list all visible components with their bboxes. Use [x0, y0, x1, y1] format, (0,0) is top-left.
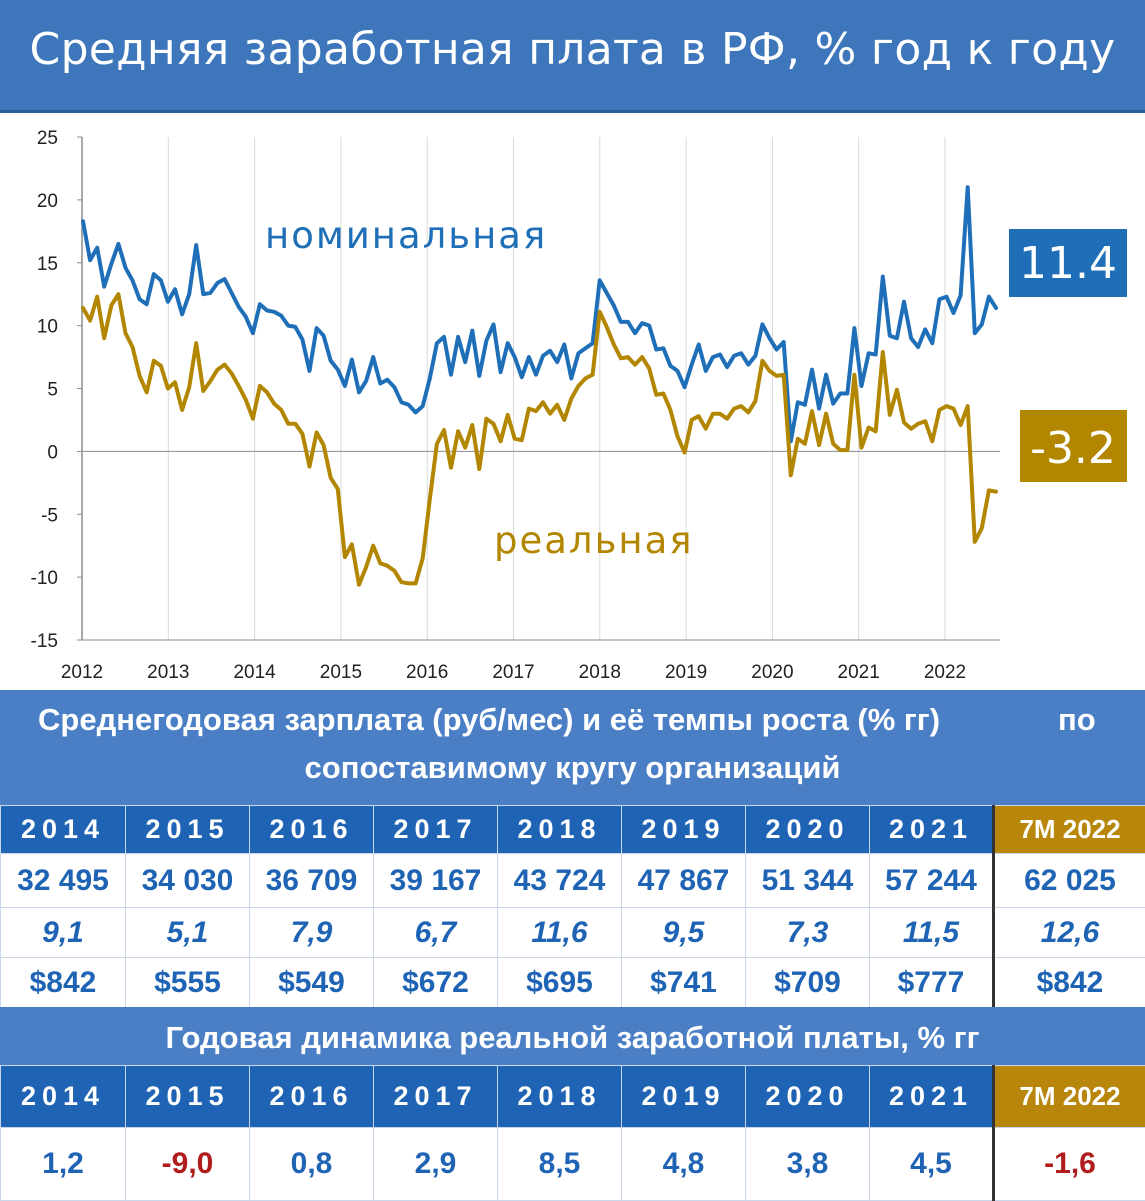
- real-wage-cell: -9,0: [126, 1128, 250, 1201]
- x-tick-label: 2014: [233, 662, 276, 683]
- y-tick-label: 5: [47, 380, 58, 401]
- wage-rub-cell: 34 030: [126, 854, 250, 908]
- series-label-real: реальная: [494, 519, 694, 562]
- table1-heading-tail: по: [1058, 702, 1096, 738]
- year-header-cell: 2018: [498, 1066, 622, 1128]
- wage-rub-cell: 62 025: [994, 854, 1145, 908]
- y-tick-label: -5: [41, 505, 58, 526]
- y-tick-label: 25: [37, 128, 58, 149]
- y-tick-label: 15: [37, 254, 58, 275]
- year-header-cell: 2018: [498, 806, 622, 854]
- x-tick-label: 2021: [838, 662, 880, 683]
- wage-usd-cell: $709: [746, 958, 870, 1008]
- x-tick-label: 2018: [579, 662, 621, 683]
- wage-usd-cell: $777: [870, 958, 994, 1008]
- wage-table-usd-row: $842$555$549$672$695$741$709$777$842: [1, 958, 1145, 1008]
- wage-growth-cell: 11,5: [870, 908, 994, 958]
- year-header-cell: 2014: [1, 1066, 126, 1128]
- real-wage-cell: 1,2: [1, 1128, 126, 1201]
- year-header-cell: 2016: [250, 806, 374, 854]
- wage-usd-cell: $741: [622, 958, 746, 1008]
- year-header-cell: 2016: [250, 1066, 374, 1128]
- y-tick-label: 10: [37, 317, 58, 338]
- table2-heading-text: Годовая динамика реальной заработной пла…: [0, 1020, 1145, 1056]
- real-wage-cell: 2,9: [374, 1128, 498, 1201]
- wage-growth-cell: 5,1: [126, 908, 250, 958]
- x-tick-label: 2022: [924, 662, 966, 683]
- real-wage-cell: 4,8: [622, 1128, 746, 1201]
- x-tick-label: 2020: [751, 662, 793, 683]
- year-header-cell: 2019: [622, 1066, 746, 1128]
- wage-rub-cell: 36 709: [250, 854, 374, 908]
- wage-growth-cell: 7,9: [250, 908, 374, 958]
- year-header-cell: 2017: [374, 806, 498, 854]
- wage-rub-cell: 57 244: [870, 854, 994, 908]
- x-tick-label: 2019: [665, 662, 707, 683]
- nominal-value-text: 11.4: [1019, 238, 1117, 289]
- y-tick-label: 20: [37, 191, 58, 212]
- year-header-cell: 2021: [870, 1066, 994, 1128]
- wage-growth-cell: 9,1: [1, 908, 126, 958]
- real-wage-cell: 4,5: [870, 1128, 994, 1201]
- real-wage-cell: 0,8: [250, 1128, 374, 1201]
- real-wage-cell: 8,5: [498, 1128, 622, 1201]
- wage-usd-cell: $842: [994, 958, 1145, 1008]
- wage-rub-cell: 32 495: [1, 854, 126, 908]
- wage-growth-cell: 9,5: [622, 908, 746, 958]
- year-header-cell: 2021: [870, 806, 994, 854]
- page-title: Средняя заработная плата в РФ, % год к г…: [0, 24, 1145, 75]
- table2-heading: Годовая динамика реальной заработной пла…: [0, 1007, 1145, 1065]
- table1-heading: Среднегодовая зарплата (руб/мес) и её те…: [0, 690, 1145, 805]
- table1-heading-line1: Среднегодовая зарплата (руб/мес) и её те…: [38, 702, 940, 738]
- wage-usd-cell: $555: [126, 958, 250, 1008]
- year-header-cell: 2015: [126, 1066, 250, 1128]
- x-tick-label: 2017: [492, 662, 534, 683]
- y-tick-label: 0: [47, 442, 58, 463]
- x-tick-label: 2016: [406, 662, 448, 683]
- wage-growth-cell: 12,6: [994, 908, 1145, 958]
- real-wage-cell: 3,8: [746, 1128, 870, 1201]
- x-tick-label: 2015: [320, 662, 362, 683]
- year-header-cell: 7M 2022: [994, 1066, 1145, 1128]
- real-wage-cell: -1,6: [994, 1128, 1145, 1201]
- wage-usd-cell: $695: [498, 958, 622, 1008]
- wage-rub-cell: 47 867: [622, 854, 746, 908]
- title-bar: Средняя заработная плата в РФ, % год к г…: [0, 0, 1145, 113]
- wage-rub-cell: 51 344: [746, 854, 870, 908]
- wage-growth-cell: 6,7: [374, 908, 498, 958]
- wage-usd-cell: $842: [1, 958, 126, 1008]
- wage-usd-cell: $549: [250, 958, 374, 1008]
- wage-usd-cell: $672: [374, 958, 498, 1008]
- wage-rub-cell: 39 167: [374, 854, 498, 908]
- series-label-nominal: номинальная: [265, 214, 547, 257]
- year-header-cell: 2017: [374, 1066, 498, 1128]
- year-header-cell: 2020: [746, 806, 870, 854]
- wage-growth-cell: 11,6: [498, 908, 622, 958]
- table1-heading-line2: сопоставимому кругу организаций: [0, 750, 1145, 786]
- real-value-text: -3.2: [1030, 423, 1116, 474]
- year-header-cell: 2015: [126, 806, 250, 854]
- year-header-cell: 2014: [1, 806, 126, 854]
- wage-rub-cell: 43 724: [498, 854, 622, 908]
- year-header-cell: 7M 2022: [994, 806, 1145, 854]
- y-tick-label: -10: [31, 568, 58, 589]
- wage-growth-cell: 7,3: [746, 908, 870, 958]
- y-tick-label: -15: [31, 631, 58, 652]
- year-header-cell: 2019: [622, 806, 746, 854]
- year-header-cell: 2020: [746, 1066, 870, 1128]
- x-tick-label: 2013: [147, 662, 189, 683]
- x-tick-label: 2012: [61, 662, 103, 683]
